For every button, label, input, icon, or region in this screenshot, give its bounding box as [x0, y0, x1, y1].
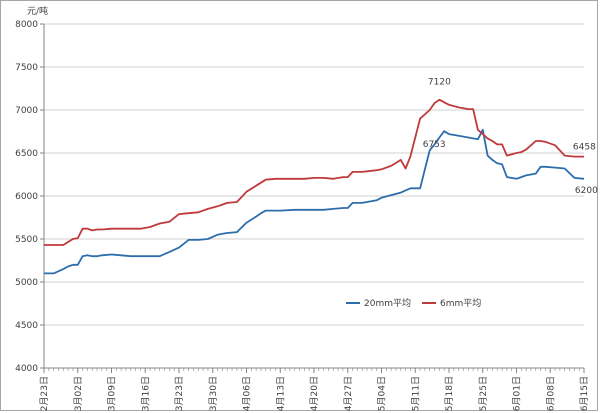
y-tick-label: 6000	[15, 192, 38, 202]
data-label: 6753	[423, 140, 446, 150]
x-tick-label: 5月04日	[377, 376, 388, 411]
x-tick-label: 3月09日	[107, 376, 118, 411]
x-tick-label: 3月02日	[73, 376, 84, 411]
series-line-1	[44, 98, 584, 246]
x-tick-label: 6月08日	[545, 376, 556, 411]
y-tick-label: 5500	[15, 235, 38, 245]
x-tick-label: 6月15日	[579, 376, 590, 411]
data-label: 7120	[428, 78, 451, 88]
data-label: 6200	[575, 186, 598, 196]
y-tick-label: 5000	[15, 278, 38, 288]
y-tick-label: 4000	[15, 364, 38, 374]
y-tick-label: 4500	[15, 321, 38, 331]
legend-label-0: 20mm平均	[364, 297, 411, 309]
series-layer	[44, 98, 585, 275]
unit-label: 元/吨	[27, 5, 48, 17]
y-axis: 4000 4500 5000 5500 6000 6500 7000 7500 8000	[15, 20, 45, 374]
x-axis: 2月23日 3月02日 3月09日 3月16日 3月23日 3月30日 4月06日 4月13日…	[39, 367, 590, 411]
x-tick-label: 3月30日	[208, 376, 219, 411]
legend: 20mm平均 6mm平均	[346, 297, 481, 309]
x-tick-label: 4月13日	[275, 376, 286, 411]
x-tick-label: 5月25日	[478, 376, 489, 411]
x-tick-label: 4月20日	[309, 376, 320, 411]
x-tick-label: 2月23日	[39, 376, 50, 411]
x-tick-label: 4月27日	[343, 376, 354, 411]
data-label: 6458	[573, 143, 596, 153]
y-tick-label: 7000	[15, 106, 38, 116]
x-tick-label: 4月06日	[242, 376, 253, 411]
y-tick-label: 6500	[15, 149, 38, 159]
x-tick-label: 3月16日	[140, 376, 151, 411]
x-tick-label: 5月18日	[444, 376, 455, 411]
grid-lines	[44, 23, 584, 369]
annotation-layer: 7120 6753 6458 6200	[423, 78, 598, 196]
x-tick-label: 5月11日	[410, 376, 421, 411]
series-line-0	[44, 128, 585, 275]
x-tick-label: 6月01日	[512, 376, 523, 411]
legend-label-1: 6mm平均	[440, 297, 481, 309]
y-tick-label: 8000	[15, 20, 38, 30]
y-tick-label: 7500	[15, 63, 38, 73]
x-tick-label: 3月23日	[174, 376, 185, 411]
